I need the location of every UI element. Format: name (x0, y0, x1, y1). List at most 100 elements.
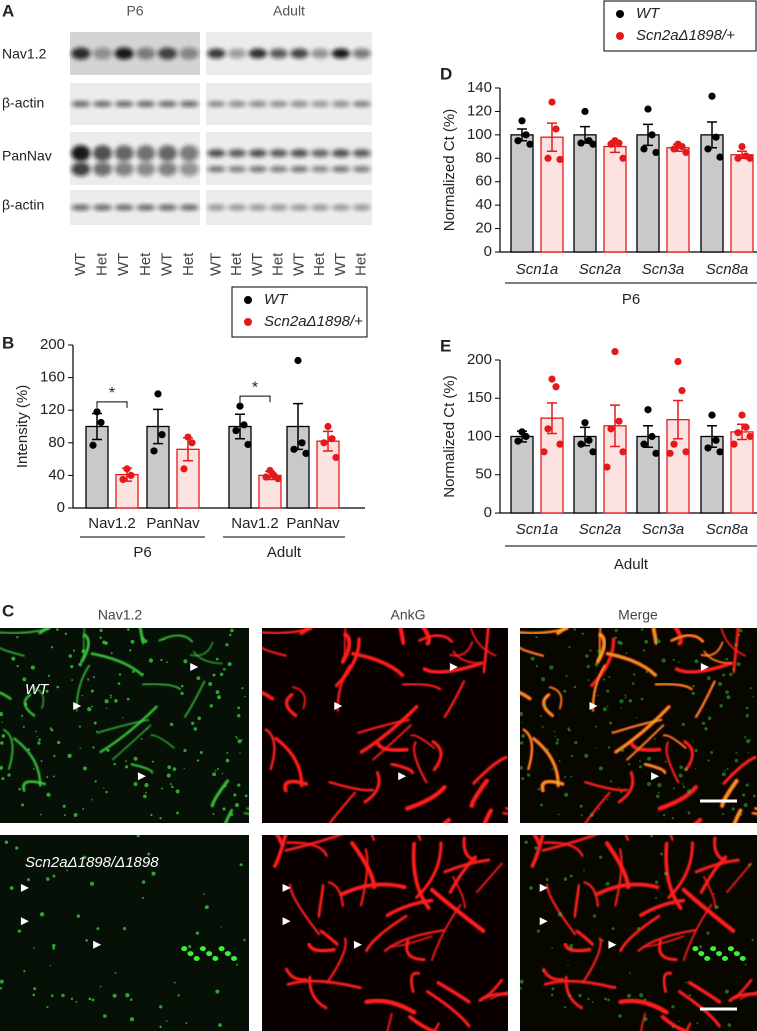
fiber (99, 705, 158, 754)
data-point (274, 475, 282, 483)
speckle (239, 863, 243, 867)
speckle (56, 685, 60, 689)
fiber (443, 680, 466, 719)
speckle (64, 632, 68, 636)
fiber (422, 661, 484, 674)
speckle (745, 706, 749, 710)
fiber (584, 791, 611, 823)
fiber (665, 741, 680, 784)
speckle (9, 886, 14, 890)
bar (603, 145, 627, 253)
fiber (150, 734, 175, 749)
arrowhead (20, 917, 29, 926)
speckle (78, 662, 83, 667)
speckle (225, 643, 229, 647)
speckle (599, 855, 603, 859)
fiber (489, 991, 508, 1000)
speckle (722, 813, 725, 816)
speckle (140, 737, 143, 740)
speckle (721, 772, 726, 777)
speckle (687, 811, 691, 815)
speckle (78, 725, 82, 728)
speckle (23, 970, 26, 973)
group-label: P6 (622, 291, 640, 308)
cluster (727, 946, 734, 952)
fiber (683, 740, 694, 772)
legend-label: Scn2aΔ1898/+ (264, 313, 363, 330)
speckle (726, 695, 731, 700)
blot-band (157, 162, 178, 177)
blot-band (310, 149, 330, 158)
fiber (433, 1022, 440, 1031)
speckle (706, 931, 710, 935)
speckle (73, 813, 78, 817)
blot-band (71, 47, 91, 60)
speckle (99, 985, 102, 988)
speckle (646, 781, 651, 787)
data-point (716, 448, 724, 456)
fiber (543, 979, 617, 990)
y-axis-label: Intensity (%) (14, 385, 31, 468)
speckle (640, 628, 644, 631)
speckle (565, 674, 568, 677)
blot-band (114, 47, 134, 60)
blot-band (227, 166, 247, 173)
speckle (27, 878, 30, 882)
speckle (678, 773, 683, 778)
fiber (470, 628, 497, 657)
speckle (726, 767, 729, 770)
arrowhead (398, 772, 407, 781)
speckle (79, 747, 81, 750)
speckle (141, 896, 144, 899)
data-point (652, 148, 660, 157)
blot-band (179, 162, 199, 177)
bar (540, 136, 564, 253)
speckle (63, 814, 66, 817)
speckle (117, 682, 121, 685)
speckle (650, 835, 654, 838)
speckle (722, 673, 726, 677)
lane-label: WT (72, 253, 89, 276)
fiber (370, 835, 376, 841)
fiber (469, 778, 490, 808)
fiber (657, 939, 678, 962)
fiber (582, 937, 602, 984)
speckle (592, 914, 597, 918)
speckle (218, 1023, 222, 1027)
bar (700, 435, 724, 514)
x-tick-label: Scn3a (642, 521, 685, 538)
speckle (95, 730, 98, 733)
speckle (752, 794, 756, 798)
y-tick-label: 100 (467, 126, 492, 143)
fiber (733, 808, 742, 823)
speckle (212, 673, 216, 677)
panel-letter: B (2, 333, 14, 352)
lane-label: WT (249, 253, 266, 276)
lane-label: WT (207, 253, 224, 276)
speckle (520, 741, 524, 745)
error-bar (673, 399, 683, 440)
data-point (548, 375, 556, 383)
speckle (244, 695, 246, 698)
fiber (728, 992, 757, 1003)
data-point (544, 425, 552, 433)
lane-label: WT (290, 253, 307, 276)
blot-band (227, 101, 247, 107)
speckle (662, 813, 666, 817)
arrowhead (190, 663, 199, 671)
speckle (163, 638, 166, 641)
fiber (522, 728, 533, 770)
speckle (166, 661, 168, 664)
speckle (159, 1005, 163, 1009)
speckle (183, 767, 185, 770)
speckle (244, 794, 248, 798)
speckle (585, 654, 589, 658)
speckle (747, 863, 751, 867)
arrowhead (651, 772, 660, 781)
fiber (520, 647, 544, 657)
speckle (729, 926, 732, 928)
speckle (169, 722, 174, 727)
speckle (595, 747, 598, 750)
speckle (230, 628, 234, 633)
speckle (67, 753, 72, 759)
